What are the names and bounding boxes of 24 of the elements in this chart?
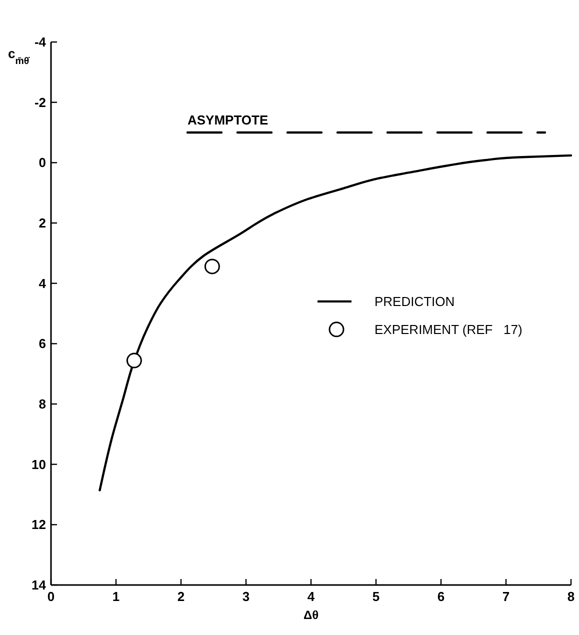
- y-tick-label: 10: [32, 456, 46, 472]
- x-tick-label: 7: [502, 589, 510, 604]
- x-tick-label: 4: [307, 589, 316, 604]
- legend-label: EXPERIMENT (REF 17): [374, 322, 522, 337]
- y-tick-label: 8: [38, 396, 46, 412]
- y-tick-label: 0: [38, 155, 46, 170]
- line-series: [98, 154, 572, 492]
- y-tick-label: 6: [38, 336, 46, 352]
- y-tick-label: 12: [32, 517, 46, 532]
- x-tick-label: 8: [567, 589, 575, 604]
- x-tick-label: 3: [242, 589, 250, 604]
- legend-label: PREDICTION: [374, 294, 455, 309]
- y-axis-title: c$_{m̄θ̇}$: [8, 46, 30, 66]
- x-tick-label: 6: [437, 589, 445, 604]
- y-tick-label: -4: [34, 34, 47, 50]
- y-tick-label: 4: [38, 276, 47, 291]
- annotation: ASYMPTOTE: [188, 112, 268, 128]
- y-tick-label: -2: [34, 94, 46, 110]
- x-tick-label: 5: [372, 589, 380, 604]
- x-tick-label: 2: [177, 589, 185, 604]
- x-tick-label: 1: [112, 589, 120, 604]
- x-axis-title: Δθ: [303, 608, 319, 622]
- y-tick-label: 2: [38, 216, 46, 231]
- y-tick-label: 14: [32, 578, 47, 593]
